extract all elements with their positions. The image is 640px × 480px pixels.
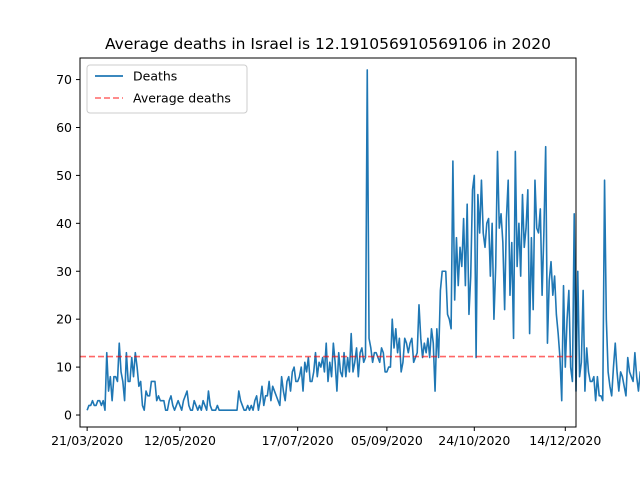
y-tick-label: 70	[56, 72, 72, 87]
legend: Deaths Average deaths	[86, 64, 248, 114]
series-layer	[80, 69, 640, 412]
legend-label-average-deaths: Average deaths	[133, 91, 231, 106]
chart-title: Average deaths in Israel is 12.191056910…	[105, 35, 551, 53]
y-tick-label: 20	[56, 312, 72, 327]
y-tick-label: 0	[64, 408, 72, 423]
legend-box	[86, 64, 248, 114]
x-tick-label: 05/09/2020	[351, 433, 423, 448]
y-tick-label: 50	[56, 168, 72, 183]
series-line-deaths	[86, 69, 640, 412]
y-tick-label: 10	[56, 360, 72, 375]
axes-frame	[79, 57, 577, 428]
y-tick-label: 30	[56, 264, 72, 279]
x-tick-label: 12/05/2020	[144, 433, 216, 448]
axes-layer: 21/03/2020 12/05/2020 17/07/2020 05/09/2020…	[51, 57, 601, 448]
x-tick-label: 24/10/2020	[438, 433, 510, 448]
x-tick-label: 21/03/2020	[51, 433, 123, 448]
x-tick-label: 14/12/2020	[529, 433, 601, 448]
y-tick-label: 60	[56, 120, 72, 135]
x-tick-label: 17/07/2020	[262, 433, 334, 448]
legend-label-deaths: Deaths	[133, 69, 177, 84]
y-tick-label: 40	[56, 216, 72, 231]
